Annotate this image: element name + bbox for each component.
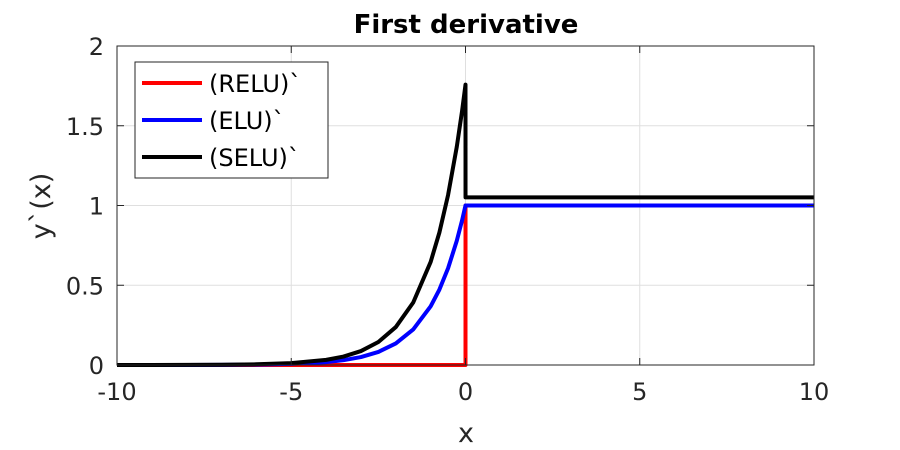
series-line <box>116 82 814 367</box>
legend-label: (RELU)` <box>209 70 301 98</box>
legend: (RELU)` (ELU)` (SELU)` <box>134 61 329 179</box>
y-tick-label: 1 <box>89 193 104 221</box>
y-axis-label: y`(x) <box>26 173 57 240</box>
y-tick-label: 2 <box>89 33 104 61</box>
y-tick-label: 1.5 <box>66 113 104 141</box>
y-tick-label: 0 <box>89 352 104 380</box>
x-tick-label: -5 <box>279 378 303 406</box>
y-tick-label: 0.5 <box>66 272 104 300</box>
x-tick-label: -10 <box>97 378 136 406</box>
legend-label: (ELU)` <box>209 107 285 135</box>
legend-label: (SELU)` <box>209 144 300 172</box>
ticks: -10 -5 0 5 10 0 0.5 1 1.5 2 <box>66 33 829 406</box>
chart-title: First derivative <box>354 10 579 40</box>
x-tick-label: 5 <box>632 378 647 406</box>
x-tick-label: 0 <box>458 378 473 406</box>
x-axis-label: x <box>458 418 474 449</box>
x-tick-label: 10 <box>799 378 830 406</box>
